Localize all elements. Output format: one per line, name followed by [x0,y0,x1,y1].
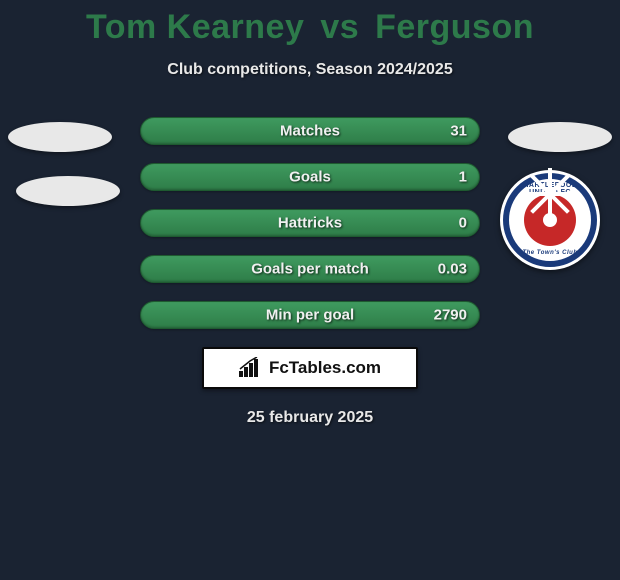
stat-row: Goals 1 [140,163,480,191]
stat-pill: Goals 1 [140,163,480,191]
stat-row: Goals per match 0.03 [140,255,480,283]
stat-label: Min per goal [266,307,354,324]
stat-label: Goals per match [251,261,369,278]
stat-value-right: 0 [459,215,467,232]
subtitle: Club competitions, Season 2024/2025 [0,61,620,79]
stat-value-right: 31 [450,123,467,140]
stat-value-right: 0.03 [438,261,467,278]
stat-value-right: 1 [459,169,467,186]
player1-name: Tom Kearney [86,8,304,46]
stat-label: Matches [280,123,340,140]
brand-link[interactable]: FcTables.com [202,347,418,389]
stat-row: Hattricks 0 [140,209,480,237]
stat-value-right: 2790 [434,307,467,324]
vs-label: vs [320,8,359,46]
stat-label: Hattricks [278,215,342,232]
page-title: Tom Kearney vs Ferguson [0,0,620,47]
stat-label: Goals [289,169,331,186]
stat-row: Matches 31 [140,117,480,145]
stats-list: Matches 31 Goals 1 Hattricks 0 Goals per… [0,117,620,329]
stat-row: Min per goal 2790 [140,301,480,329]
date-label: 25 february 2025 [0,409,620,427]
stat-pill: Hattricks 0 [140,209,480,237]
brand-text: FcTables.com [269,358,381,378]
stat-pill: Min per goal 2790 [140,301,480,329]
stat-pill: Matches 31 [140,117,480,145]
bar-chart-icon [239,357,263,379]
stat-pill: Goals per match 0.03 [140,255,480,283]
player2-name: Ferguson [375,8,534,46]
